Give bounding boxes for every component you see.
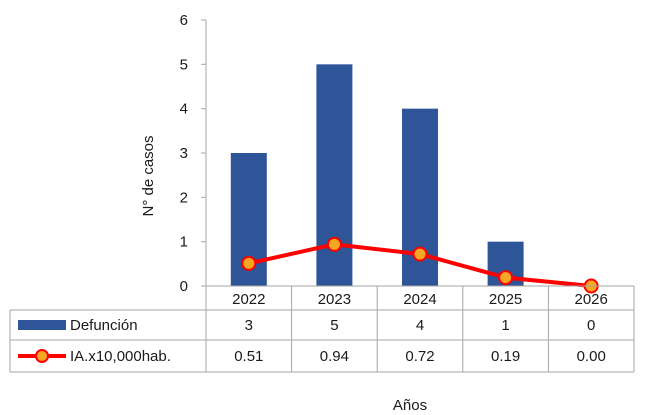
x-tick-label-2026: 2026 xyxy=(575,291,608,308)
cell-ia-2023: 0.94 xyxy=(320,348,349,365)
point-ia-2024 xyxy=(412,246,428,262)
bar-defuncion-2023 xyxy=(316,64,353,286)
y-tick-label: 5 xyxy=(180,56,188,73)
point-ia-2025 xyxy=(498,270,514,286)
cell-defuncion-2022: 3 xyxy=(245,317,253,334)
legend-label-ia: IA.x10,000hab. xyxy=(70,348,171,365)
cell-ia-2025: 0.19 xyxy=(491,348,520,365)
x-tick-label-2025: 2025 xyxy=(489,291,522,308)
legend-swatch-defuncion xyxy=(18,320,66,330)
cell-defuncion-2025: 1 xyxy=(501,317,509,334)
x-tick-label-2024: 2024 xyxy=(403,291,436,308)
x-tick-label-2022: 2022 xyxy=(232,291,265,308)
cell-ia-2026: 0.00 xyxy=(577,348,606,365)
point-ia-2022 xyxy=(241,255,257,271)
cell-ia-2024: 0.72 xyxy=(405,348,434,365)
legend-marker-ia xyxy=(35,349,49,363)
cell-defuncion-2023: 5 xyxy=(330,317,338,334)
y-tick-label: 3 xyxy=(180,145,188,162)
cell-defuncion-2024: 4 xyxy=(416,317,424,334)
y-tick-label: 0 xyxy=(180,278,188,295)
y-tick-label: 6 xyxy=(180,12,188,29)
x-axis-title: Años xyxy=(393,397,427,414)
y-tick-label: 1 xyxy=(180,234,188,251)
cell-ia-2022: 0.51 xyxy=(234,348,263,365)
x-tick-label-2023: 2023 xyxy=(318,291,351,308)
y-tick-label: 4 xyxy=(180,101,188,118)
y-axis-title: N° de casos xyxy=(140,135,157,216)
y-tick-label: 2 xyxy=(180,189,188,206)
point-ia-2023 xyxy=(326,236,342,252)
cell-defuncion-2026: 0 xyxy=(587,317,595,334)
legend-label-defuncion: Defunción xyxy=(70,317,138,334)
